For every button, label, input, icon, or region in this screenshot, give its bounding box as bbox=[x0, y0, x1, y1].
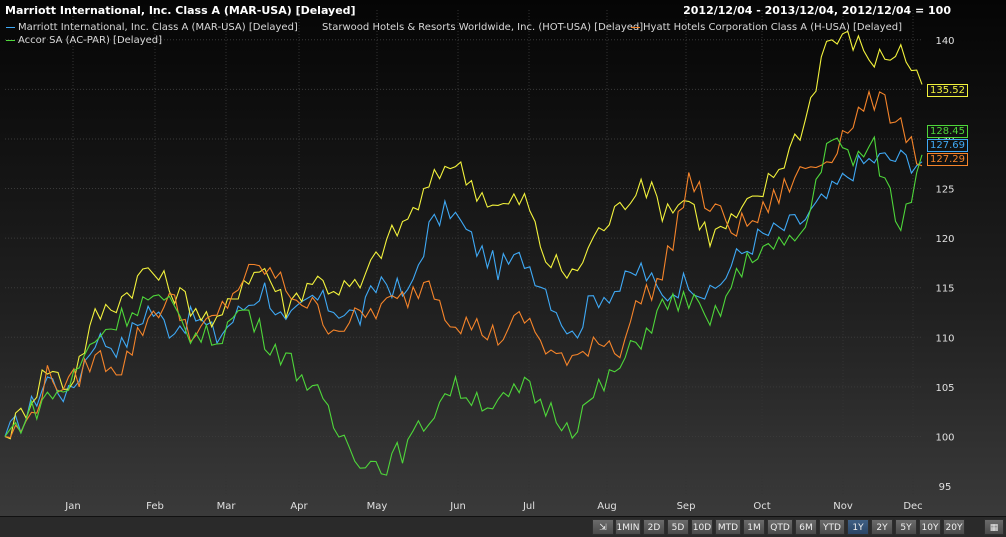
series-line-2 bbox=[4, 89, 923, 439]
period-button-1min[interactable]: 1MIN bbox=[615, 519, 641, 535]
x-tick-label: Jul bbox=[522, 501, 535, 512]
last-value-label: 128.45 bbox=[927, 125, 968, 138]
period-button-5y[interactable]: 5Y bbox=[895, 519, 917, 535]
y-tick-label: 125 bbox=[935, 185, 954, 196]
y-tick-label: 110 bbox=[935, 333, 954, 344]
period-button-ytd[interactable]: YTD bbox=[819, 519, 845, 535]
legend-label: Marriott International, Inc. Class A (MA… bbox=[18, 22, 298, 33]
legend-swatch bbox=[6, 27, 15, 28]
y-tick-label: 95 bbox=[939, 482, 952, 493]
period-button-2y[interactable]: 2Y bbox=[871, 519, 893, 535]
legend-swatch bbox=[631, 27, 640, 28]
legend-item-ac[interactable]: Accor SA (AC-PAR) [Delayed] bbox=[6, 34, 162, 47]
legend: Marriott International, Inc. Class A (MA… bbox=[6, 21, 936, 47]
series-line-0 bbox=[4, 149, 923, 437]
y-tick-label: 100 bbox=[935, 432, 954, 443]
period-button-mtd[interactable]: MTD bbox=[715, 519, 741, 535]
period-button-10y[interactable]: 10Y bbox=[919, 519, 941, 535]
period-button-6m[interactable]: 6M bbox=[795, 519, 817, 535]
period-button-20y[interactable]: 20Y bbox=[943, 519, 965, 535]
x-tick-label: Mar bbox=[217, 501, 237, 512]
legend-item-hot[interactable]: Starwood Hotels & Resorts Worldwide, Inc… bbox=[319, 21, 643, 34]
period-toolbar: ⇲ 1MIN 2D 5D 10D MTD 1M QTD 6M YTD 1Y 2Y 5Y 10Y 20Y ▦ bbox=[0, 516, 1006, 537]
last-value-label: 135.52 bbox=[927, 84, 968, 97]
x-tick-label: May bbox=[367, 501, 388, 512]
y-tick-label: 120 bbox=[935, 234, 954, 245]
period-button-10d[interactable]: 10D bbox=[691, 519, 713, 535]
period-button-2d[interactable]: 2D bbox=[643, 519, 665, 535]
series-line-1 bbox=[4, 30, 923, 440]
x-tick-label: Jun bbox=[449, 501, 466, 512]
legend-label: Accor SA (AC-PAR) [Delayed] bbox=[18, 35, 163, 46]
last-value-label: 127.29 bbox=[927, 153, 968, 166]
last-value-label: 127.69 bbox=[927, 139, 968, 152]
period-button-qtd[interactable]: QTD bbox=[767, 519, 793, 535]
x-tick-label: Aug bbox=[597, 501, 617, 512]
chart-title: Marriott International, Inc. Class A (MA… bbox=[5, 4, 356, 17]
date-range: 2012/12/04 - 2013/12/04, 2012/12/04 = 10… bbox=[683, 4, 951, 17]
period-button-1y[interactable]: 1Y bbox=[847, 519, 869, 535]
legend-swatch bbox=[6, 40, 15, 41]
legend-label: Starwood Hotels & Resorts Worldwide, Inc… bbox=[322, 22, 644, 33]
y-tick-label: 105 bbox=[935, 383, 954, 394]
period-button-5d[interactable]: 5D bbox=[667, 519, 689, 535]
period-button-1m[interactable]: 1M bbox=[743, 519, 765, 535]
y-tick-label: 115 bbox=[935, 284, 954, 295]
x-tick-label: Nov bbox=[833, 501, 853, 512]
y-tick-label: 140 bbox=[935, 36, 954, 47]
series-line-3 bbox=[4, 135, 923, 476]
x-tick-label: Jan bbox=[64, 501, 80, 512]
zoom-icon[interactable]: ⇲ bbox=[592, 519, 614, 535]
legend-item-h[interactable]: Hyatt Hotels Corporation Class A (H-USA)… bbox=[631, 21, 902, 34]
x-tick-label: Dec bbox=[903, 501, 922, 512]
x-tick-label: Feb bbox=[146, 501, 164, 512]
x-tick-label: Sep bbox=[677, 501, 696, 512]
x-tick-label: Apr bbox=[290, 501, 308, 512]
legend-item-mar[interactable]: Marriott International, Inc. Class A (MA… bbox=[6, 21, 319, 34]
grid-settings-icon[interactable]: ▦ bbox=[984, 519, 1004, 535]
legend-label: Hyatt Hotels Corporation Class A (H-USA)… bbox=[643, 22, 903, 33]
x-tick-label: Oct bbox=[753, 501, 770, 512]
price-chart[interactable]: 95100105110115120125130135140 JanFebMarA… bbox=[0, 0, 1006, 516]
